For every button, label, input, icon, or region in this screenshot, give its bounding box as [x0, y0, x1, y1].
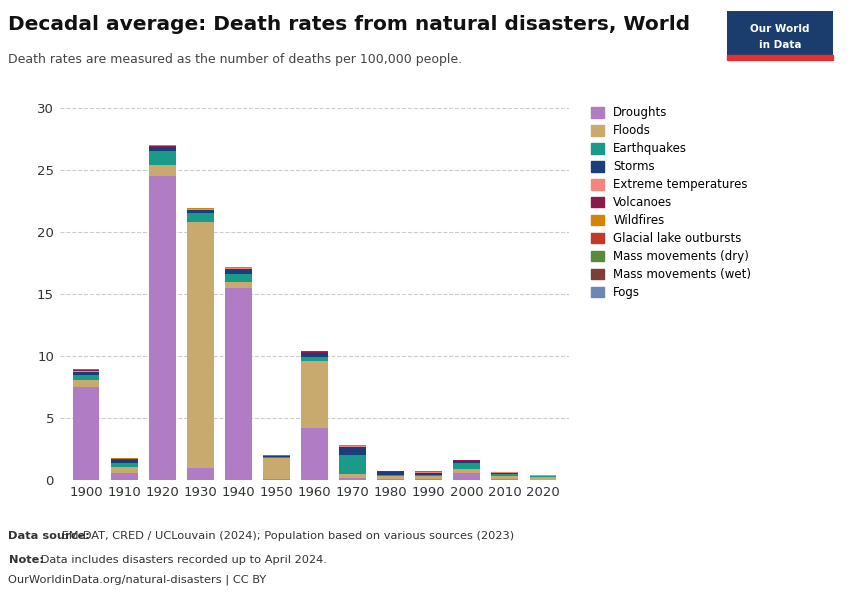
Bar: [339, 455, 366, 474]
Bar: [491, 479, 518, 480]
Bar: [149, 147, 176, 151]
Bar: [453, 473, 480, 480]
Bar: [377, 476, 404, 479]
Bar: [416, 475, 442, 476]
Text: Data includes disasters recorded up to April 2024.: Data includes disasters recorded up to A…: [37, 555, 327, 565]
Bar: [377, 475, 404, 476]
Bar: [73, 380, 99, 387]
Legend: Droughts, Floods, Earthquakes, Storms, Extreme temperatures, Volcanoes, Wildfire: Droughts, Floods, Earthquakes, Storms, E…: [591, 106, 751, 299]
Bar: [453, 461, 480, 463]
Bar: [264, 457, 290, 458]
Bar: [491, 473, 518, 474]
Bar: [339, 474, 366, 478]
Bar: [491, 476, 518, 479]
Bar: [225, 274, 252, 281]
Bar: [187, 209, 213, 213]
Text: Decadal average: Death rates from natural disasters, World: Decadal average: Death rates from natura…: [8, 15, 690, 34]
Bar: [73, 370, 99, 371]
Bar: [110, 463, 138, 467]
Bar: [530, 477, 556, 480]
Bar: [225, 281, 252, 288]
Bar: [264, 458, 290, 479]
Bar: [225, 288, 252, 480]
Bar: [110, 467, 138, 473]
Bar: [73, 371, 99, 374]
Text: Data source:: Data source:: [8, 531, 90, 541]
Bar: [110, 458, 138, 460]
Text: Death rates are measured as the number of deaths per 100,000 people.: Death rates are measured as the number o…: [8, 53, 462, 66]
Bar: [110, 473, 138, 480]
Bar: [149, 151, 176, 165]
Bar: [187, 467, 213, 480]
Bar: [339, 446, 366, 455]
Bar: [301, 361, 328, 428]
Bar: [453, 463, 480, 469]
Bar: [377, 472, 404, 475]
Bar: [73, 374, 99, 380]
Bar: [301, 357, 328, 361]
Text: Note:: Note:: [8, 555, 43, 565]
Bar: [530, 476, 556, 477]
Bar: [110, 460, 138, 463]
Bar: [264, 479, 290, 480]
Bar: [301, 428, 328, 480]
Bar: [727, 55, 833, 60]
Bar: [187, 222, 213, 467]
Bar: [301, 353, 328, 357]
Bar: [225, 269, 252, 274]
Bar: [149, 176, 176, 480]
Bar: [453, 469, 480, 473]
Text: Our World: Our World: [750, 25, 809, 34]
Bar: [416, 473, 442, 475]
Text: EM-DAT, CRED / UCLouvain (2024); Population based on various sources (2023): EM-DAT, CRED / UCLouvain (2024); Populat…: [58, 531, 514, 541]
Bar: [491, 474, 518, 476]
Text: in Data: in Data: [758, 40, 801, 50]
Bar: [416, 476, 442, 479]
Text: OurWorldinData.org/natural-disasters | CC BY: OurWorldinData.org/natural-disasters | C…: [8, 575, 267, 586]
Bar: [187, 213, 213, 222]
Bar: [377, 479, 404, 480]
Bar: [416, 479, 442, 480]
Bar: [149, 165, 176, 176]
Bar: [73, 387, 99, 480]
Bar: [339, 478, 366, 480]
